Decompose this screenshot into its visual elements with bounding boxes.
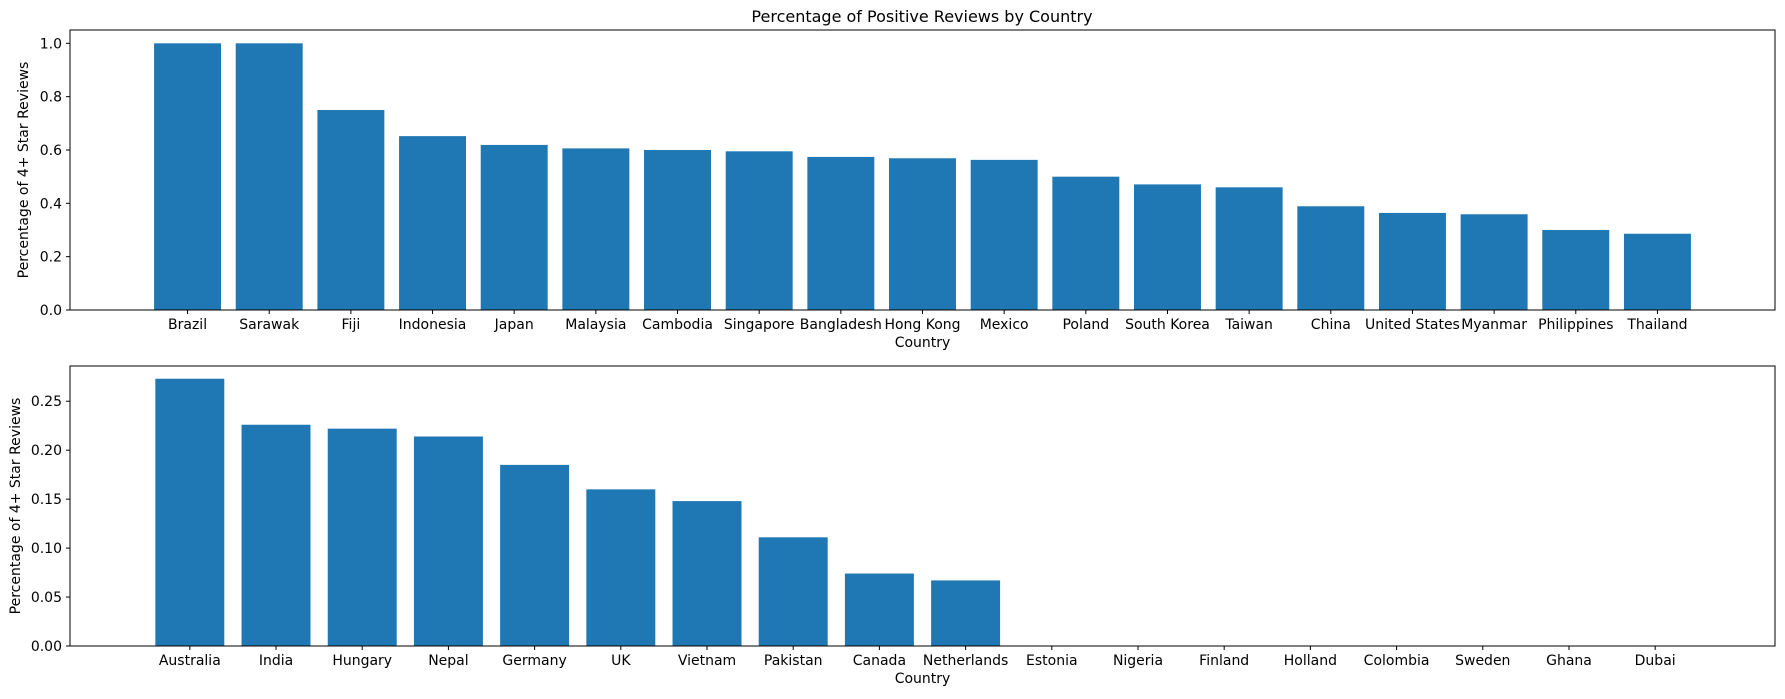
- bar-taiwan: [1215, 187, 1283, 310]
- bar-australia: [155, 378, 225, 646]
- y-axis-label: Percentage of 4+ Star Reviews: [8, 398, 24, 615]
- bar-fiji: [317, 110, 385, 310]
- bar-mexico: [970, 159, 1038, 310]
- y-tick-label: 0.0: [40, 303, 62, 319]
- x-tick-label-finland: Finland: [1199, 653, 1249, 669]
- x-tick-label-united-states: United States: [1365, 317, 1460, 333]
- bar-netherlands: [931, 580, 1001, 646]
- bar-singapore: [725, 151, 793, 310]
- x-tick-label-australia: Australia: [159, 653, 221, 669]
- x-tick-label-indonesia: Indonesia: [399, 317, 467, 333]
- bar-japan: [480, 144, 548, 310]
- bar-uk: [586, 489, 656, 646]
- bar-hungary: [327, 428, 397, 646]
- x-tick-label-taiwan: Taiwan: [1224, 317, 1273, 333]
- bar-hong-kong: [889, 158, 956, 310]
- bar-myanmar: [1460, 214, 1528, 310]
- x-tick-label-sweden: Sweden: [1455, 653, 1510, 669]
- top-panel: Brazil Sarawak Fiji Indonesia Japan Malaysia C…: [16, 29, 1776, 351]
- x-tick-label-brazil: Brazil: [168, 317, 207, 333]
- y-tick-label: 0.8: [40, 90, 62, 106]
- x-tick-label-nigeria: Nigeria: [1113, 653, 1163, 669]
- bar-pakistan: [758, 537, 828, 646]
- chart-title: Percentage of Positive Reviews by Countr…: [751, 7, 1092, 26]
- bar-vietnam: [672, 501, 742, 646]
- bar-germany: [500, 464, 570, 646]
- x-tick-label-philippines: Philippines: [1538, 317, 1613, 333]
- bar-philippines: [1542, 230, 1610, 310]
- x-axis-label: Country: [895, 671, 951, 687]
- bar-sarawak: [235, 43, 303, 310]
- y-tick-label: 0.4: [40, 196, 62, 212]
- bar-poland: [1052, 176, 1120, 310]
- bar-thailand: [1623, 233, 1691, 310]
- x-tick-label-malaysia: Malaysia: [565, 317, 626, 333]
- x-tick-label-poland: Poland: [1062, 317, 1109, 333]
- x-tick-label-dubai: Dubai: [1635, 653, 1676, 669]
- x-tick-label-colombia: Colombia: [1364, 653, 1430, 669]
- x-tick-label-fiji: Fiji: [342, 317, 361, 333]
- x-tick-label-myanmar: Myanmar: [1461, 317, 1527, 333]
- bar-bangladesh: [807, 156, 875, 310]
- bar-india: [241, 424, 311, 646]
- y-tick-label: 1.0: [40, 36, 62, 52]
- x-tick-label-vietnam: Vietnam: [678, 653, 736, 669]
- bottom-panel: Australia India Hungary Nepal Germany UK Vietn…: [8, 365, 1776, 687]
- x-tick-label-pakistan: Pakistan: [764, 653, 823, 669]
- x-tick-label-japan: Japan: [494, 317, 534, 333]
- bar-canada: [844, 573, 914, 646]
- bar-brazil: [154, 43, 222, 310]
- x-axis-label: Country: [895, 335, 951, 351]
- y-tick-label: 0.05: [31, 590, 62, 606]
- x-tick-label-ghana: Ghana: [1546, 653, 1592, 669]
- x-tick-label-estonia: Estonia: [1026, 653, 1078, 669]
- x-tick-label-sarawak: Sarawak: [239, 317, 300, 333]
- x-tick-label-cambodia: Cambodia: [642, 317, 713, 333]
- bar-indonesia: [399, 136, 467, 310]
- x-tick-label-nepal: Nepal: [428, 653, 468, 669]
- y-tick-label: 0.2: [40, 250, 62, 266]
- y-tick-label: 0.20: [31, 443, 62, 459]
- y-axis-label: Percentage of 4+ Star Reviews: [16, 62, 32, 279]
- x-tick-label-china: China: [1311, 317, 1351, 333]
- x-tick-label-germany: Germany: [502, 653, 566, 669]
- bar-malaysia: [562, 148, 630, 310]
- y-tick-label: 0.6: [40, 143, 62, 159]
- y-tick-label: 0.10: [31, 541, 62, 557]
- x-tick-label-thailand: Thailand: [1626, 317, 1687, 333]
- y-tick-label: 0.00: [31, 639, 62, 655]
- x-tick-label-uk: UK: [611, 653, 631, 669]
- bar-south-korea: [1134, 184, 1201, 310]
- x-tick-label-singapore: Singapore: [724, 317, 795, 333]
- x-tick-label-holland: Holland: [1284, 653, 1337, 669]
- x-tick-label-mexico: Mexico: [980, 317, 1029, 333]
- x-tick-label-hungary: Hungary: [332, 653, 392, 669]
- plot-frame: [69, 29, 1776, 311]
- y-tick-label: 0.25: [31, 394, 62, 410]
- bar-nepal: [413, 436, 483, 646]
- bar-cambodia: [644, 150, 711, 310]
- x-tick-label-south-korea: South Korea: [1125, 317, 1210, 333]
- plot-frame: [69, 365, 1776, 647]
- x-tick-label-hong-kong: Hong Kong: [884, 317, 960, 333]
- x-tick-label-bangladesh: Bangladesh: [800, 317, 882, 333]
- x-tick-label-canada: Canada: [853, 653, 906, 669]
- x-tick-label-netherlands: Netherlands: [923, 653, 1008, 669]
- y-tick-label: 0.15: [31, 492, 62, 508]
- bar-united-states: [1378, 212, 1446, 310]
- bar-china: [1297, 206, 1365, 310]
- x-tick-label-india: India: [259, 653, 293, 669]
